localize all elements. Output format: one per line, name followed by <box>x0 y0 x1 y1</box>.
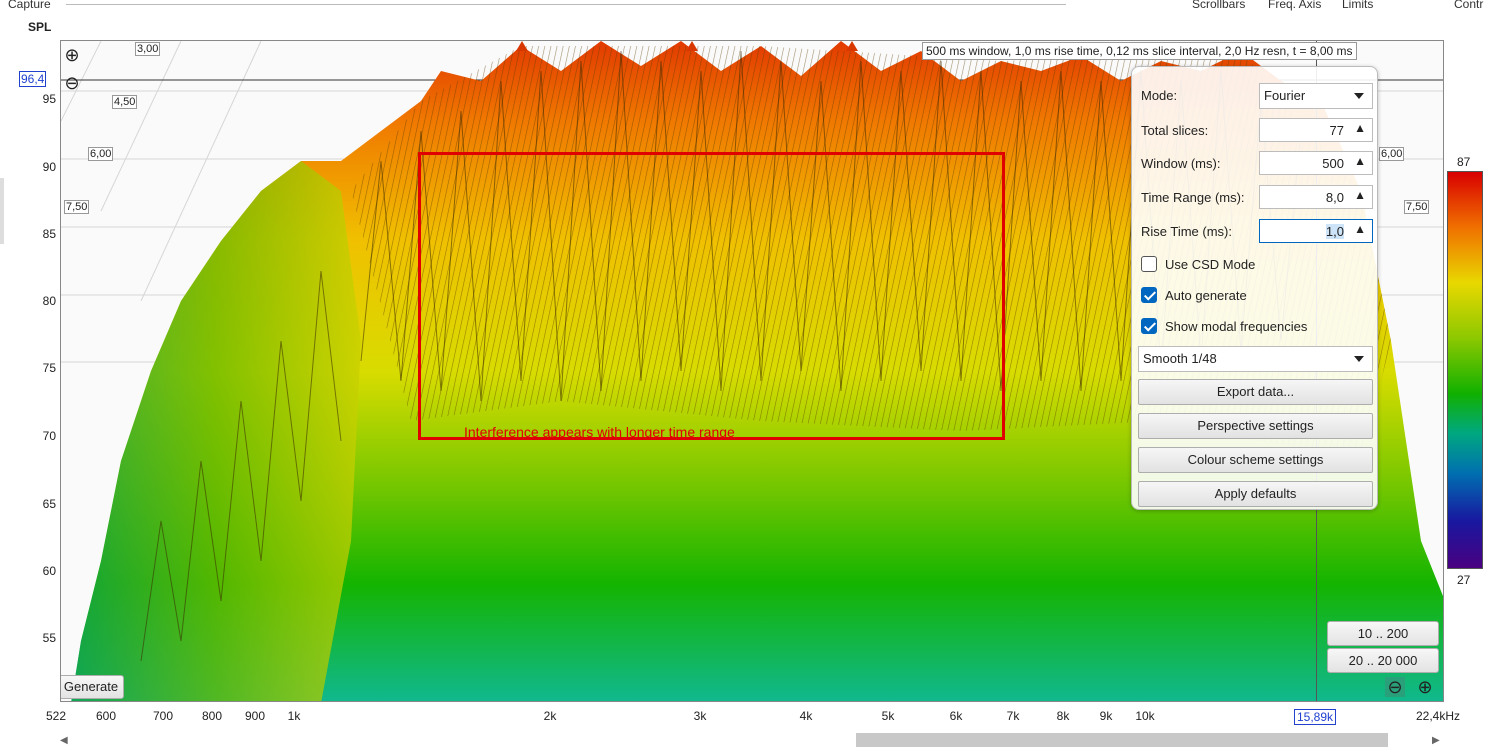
y-tick: 95 <box>42 92 56 106</box>
total-slices-value: 77 <box>1329 123 1344 138</box>
time-range-label: Time Range (ms): <box>1141 190 1245 205</box>
x-tick: 9k <box>1099 709 1113 723</box>
spinner-icon[interactable]: ▲︎ <box>1354 121 1366 135</box>
colorbar-max-label: 87 <box>1457 155 1471 169</box>
zoom-in-x-icon[interactable]: ⊕ <box>1417 677 1433 697</box>
spinner-icon[interactable]: ▲ <box>1354 154 1366 168</box>
x-tick: 800 <box>201 709 223 723</box>
menu-freq-axis[interactable]: Freq. Axis <box>1268 0 1322 11</box>
x-cursor-value: 15,89k <box>1293 709 1337 725</box>
x-tick: 6k <box>949 709 963 723</box>
capture-label: Capture <box>8 0 51 11</box>
time-label-right: 6,00 <box>1379 147 1405 161</box>
x-tick: 22,4kHz <box>1415 709 1461 723</box>
generate-button[interactable]: Generate <box>61 675 124 699</box>
use-csd-label: Use CSD Mode <box>1165 256 1256 272</box>
smoothing-select[interactable]: Smooth 1/48 <box>1138 346 1373 372</box>
show-modal-label: Show modal frequencies <box>1165 318 1308 334</box>
y-tick: 90 <box>42 160 56 174</box>
y-tick: 80 <box>42 294 56 308</box>
x-tick: 5k <box>881 709 895 723</box>
total-slices-input[interactable]: 77 ▲︎ <box>1259 118 1373 142</box>
export-data-button[interactable]: Export data... <box>1138 379 1373 405</box>
mode-value: Fourier <box>1264 88 1306 103</box>
rise-time-value: 1,0 <box>1325 224 1344 239</box>
total-slices-label: Total slices: <box>1141 123 1209 138</box>
header-divider <box>66 4 1066 5</box>
x-tick: 8k <box>1056 709 1070 723</box>
time-label: 3,00 <box>135 42 161 56</box>
window-label: Window (ms): <box>1141 156 1221 171</box>
zoom-out-icon[interactable]: ⊖ <box>64 73 80 93</box>
checkbox-checked-icon[interactable] <box>1141 287 1157 303</box>
time-label-right: 7,50 <box>1404 200 1430 214</box>
rise-time-input[interactable]: 1,0 ▲ <box>1259 219 1373 243</box>
range-10-200-button[interactable]: 10 .. 200 <box>1327 621 1439 646</box>
window-value: 500 <box>1322 156 1344 171</box>
chevron-down-icon <box>1354 93 1364 99</box>
time-label: 4,50 <box>112 95 138 109</box>
auto-generate-label: Auto generate <box>1165 287 1247 303</box>
menu-limits[interactable]: Limits <box>1342 0 1374 11</box>
y-tick: 70 <box>42 429 56 443</box>
x-tick: 2k <box>543 709 557 723</box>
x-tick: 7k <box>1006 709 1020 723</box>
smoothing-value: Smooth 1/48 <box>1143 351 1217 366</box>
y-tick: 65 <box>42 497 56 511</box>
arrow-right-icon[interactable]: ▶ <box>1432 735 1440 746</box>
menu-scrollbars[interactable]: Scrollbars <box>1192 0 1246 11</box>
time-range-value: 8,0 <box>1325 190 1344 205</box>
x-tick: 522 <box>45 709 67 723</box>
y-cursor-value: 96,4 <box>19 71 47 87</box>
y-tick: 60 <box>42 564 56 578</box>
y-tick: 85 <box>42 227 56 241</box>
window-input[interactable]: 500 ▲ <box>1259 151 1373 175</box>
chevron-down-icon <box>1354 356 1364 362</box>
y-axis-title: SPL <box>28 20 52 34</box>
x-tick: 4k <box>799 709 813 723</box>
colorbar-min-label: 27 <box>1457 573 1471 587</box>
use-csd-checkbox[interactable]: Use CSD Mode <box>1141 256 1255 272</box>
time-label: 7,50 <box>64 200 90 214</box>
x-tick: 700 <box>152 709 174 723</box>
spinner-icon[interactable]: ▲ <box>1354 222 1366 236</box>
range-20-20000-button[interactable]: 20 .. 20 000 <box>1327 648 1439 673</box>
spinner-icon[interactable]: ▲ <box>1354 188 1366 202</box>
colorbar <box>1447 171 1483 569</box>
mode-label: Mode: <box>1141 88 1178 103</box>
left-scroll-thumb[interactable] <box>0 178 4 244</box>
waterfall-plot[interactable]: Interference appears with longer time ra… <box>60 40 1444 702</box>
x-tick: 1k <box>287 709 301 723</box>
annotation-text: Interference appears with longer time ra… <box>464 424 735 440</box>
time-range-input[interactable]: 8,0 ▲ <box>1259 185 1373 209</box>
colour-scheme-settings-button[interactable]: Colour scheme settings <box>1138 447 1373 473</box>
arrow-left-icon[interactable]: ◀ <box>60 735 68 746</box>
mode-select[interactable]: Fourier <box>1259 83 1373 109</box>
perspective-settings-button[interactable]: Perspective settings <box>1138 413 1373 439</box>
show-modal-checkbox[interactable]: Show modal frequencies <box>1141 318 1307 334</box>
y-tick: 75 <box>42 361 56 375</box>
apply-defaults-button[interactable]: Apply defaults <box>1138 481 1373 507</box>
y-tick: 55 <box>42 631 56 645</box>
x-tick: 600 <box>95 709 117 723</box>
zoom-out-x-icon[interactable]: ⊖ <box>1385 677 1405 697</box>
rise-time-label: Rise Time (ms): <box>1141 224 1232 239</box>
waterfall-controls-panel: Mode: Fourier Total slices: 77 ▲︎ Window… <box>1131 66 1378 510</box>
annotation-box <box>418 152 1005 440</box>
checkbox-unchecked-icon[interactable] <box>1141 256 1157 272</box>
checkbox-checked-icon[interactable] <box>1141 318 1157 334</box>
controls-label: Contr <box>1454 0 1484 11</box>
horizontal-scroll-thumb[interactable] <box>856 733 1388 747</box>
x-tick: 3k <box>693 709 707 723</box>
x-tick: 10k <box>1135 709 1155 723</box>
info-text: 500 ms window, 1,0 ms rise time, 0,12 ms… <box>922 42 1357 60</box>
x-tick: 900 <box>244 709 266 723</box>
zoom-in-icon[interactable]: ⊕ <box>64 45 80 65</box>
waterfall-graphic <box>61 41 1443 701</box>
auto-generate-checkbox[interactable]: Auto generate <box>1141 287 1247 303</box>
time-label: 6,00 <box>88 147 114 161</box>
